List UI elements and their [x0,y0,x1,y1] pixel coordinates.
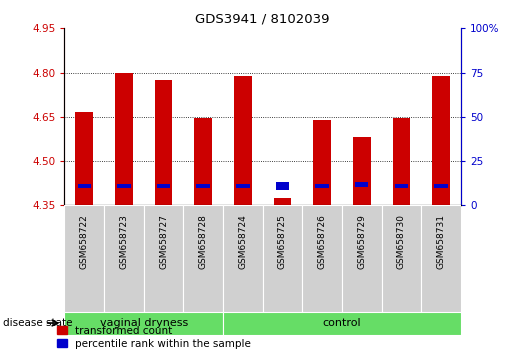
Bar [395,184,408,188]
Bar [115,73,133,205]
Bar [313,120,331,205]
Bar [75,112,93,205]
Text: vaginal dryness: vaginal dryness [99,318,188,328]
Bar [223,205,263,312]
Bar [342,205,382,312]
Bar [117,184,130,188]
Bar [302,205,342,312]
Bar [382,205,421,312]
Legend: transformed count, percentile rank within the sample: transformed count, percentile rank withi… [57,326,251,349]
Bar [194,118,212,205]
Bar [355,182,368,187]
Text: control: control [322,318,361,328]
Bar [104,205,144,312]
Bar [144,205,183,312]
Text: GSM658723: GSM658723 [119,214,128,269]
Bar [78,184,91,188]
Title: GDS3941 / 8102039: GDS3941 / 8102039 [195,13,330,26]
Bar [392,118,410,205]
Text: GSM658729: GSM658729 [357,214,366,269]
Bar [197,184,210,188]
Bar [234,75,252,205]
Bar [432,75,450,205]
Text: GSM658728: GSM658728 [199,214,208,269]
Text: GSM658725: GSM658725 [278,214,287,269]
Bar [223,312,461,335]
Text: GSM658722: GSM658722 [80,214,89,269]
Bar [64,205,104,312]
Text: disease state: disease state [3,318,72,328]
Text: GSM658730: GSM658730 [397,214,406,269]
Text: GSM658726: GSM658726 [318,214,327,269]
Text: GSM658727: GSM658727 [159,214,168,269]
Bar [276,182,289,190]
Bar [421,205,461,312]
Bar [316,184,329,188]
Text: GSM658731: GSM658731 [437,214,445,269]
Bar [273,198,291,205]
Bar [353,137,371,205]
Bar [236,184,249,188]
Bar [435,184,448,188]
Bar [154,80,173,205]
Bar [64,312,223,335]
Bar [157,184,170,188]
Text: GSM658724: GSM658724 [238,214,247,269]
Bar [183,205,223,312]
Bar [263,205,302,312]
